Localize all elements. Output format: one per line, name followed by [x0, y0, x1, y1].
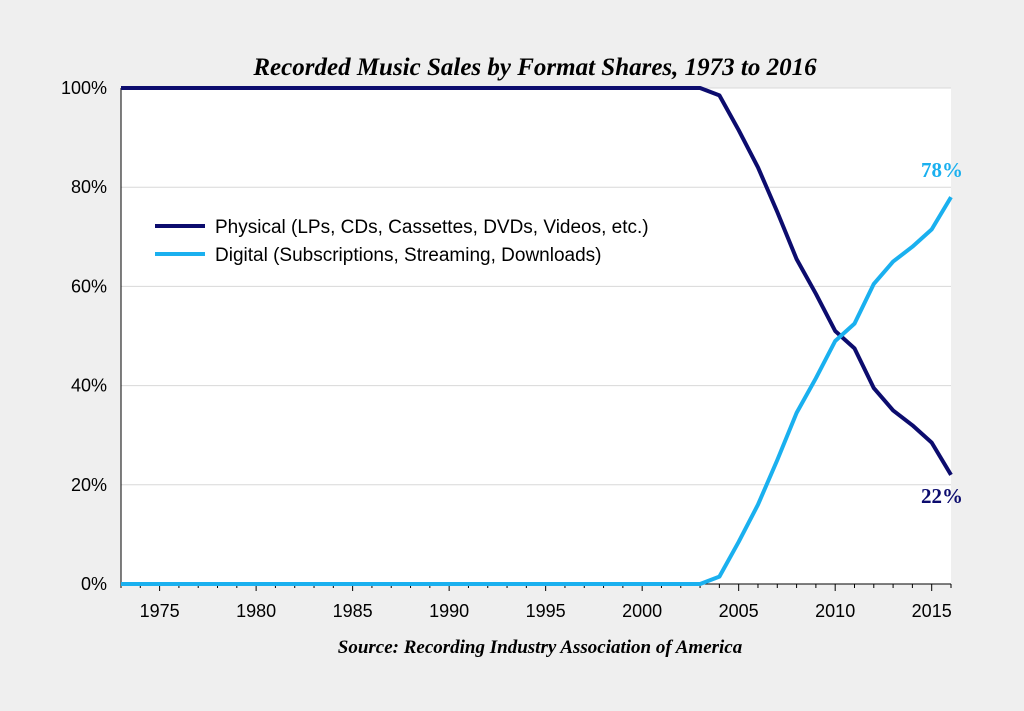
y-tick-label: 0% [81, 574, 107, 594]
x-tick-label: 1990 [429, 601, 469, 621]
legend-label-digital: Digital (Subscriptions, Streaming, Downl… [215, 245, 602, 266]
legend: Physical (LPs, CDs, Cassettes, DVDs, Vid… [155, 217, 649, 266]
annotations: 78% 22% [921, 158, 963, 508]
series-line-physical [121, 86, 953, 476]
y-axis: 0% 20% 40% 60% 80% 100% [61, 78, 122, 594]
y-tick-label: 60% [71, 276, 107, 296]
plot-area [121, 88, 951, 584]
x-tick-label: 1995 [526, 601, 566, 621]
source-note: Source: Recording Industry Association o… [338, 637, 743, 658]
x-tick-label: 1975 [140, 601, 180, 621]
legend-label-physical: Physical (LPs, CDs, Cassettes, DVDs, Vid… [215, 217, 649, 238]
series-lines [121, 86, 953, 586]
y-tick-label: 80% [71, 177, 107, 197]
x-tick-label: 2000 [622, 601, 662, 621]
x-tick-label: 2005 [719, 601, 759, 621]
series-line-digital [121, 196, 953, 586]
chart-title: Recorded Music Sales by Format Shares, 1… [252, 54, 817, 81]
y-tick-label: 20% [71, 475, 107, 495]
x-tick-label: 2010 [815, 601, 855, 621]
x-axis: 1975 1980 1985 1990 1995 2000 2005 2010 2015 [120, 583, 952, 621]
y-tick-label: 100% [61, 78, 107, 98]
x-tick-label: 1985 [333, 601, 373, 621]
annotation-physical-end: 22% [921, 484, 963, 508]
x-tick-label: 2015 [912, 601, 952, 621]
y-tick-label: 40% [71, 376, 107, 396]
x-tick-label: 1980 [236, 601, 276, 621]
annotation-digital-end: 78% [921, 158, 963, 182]
